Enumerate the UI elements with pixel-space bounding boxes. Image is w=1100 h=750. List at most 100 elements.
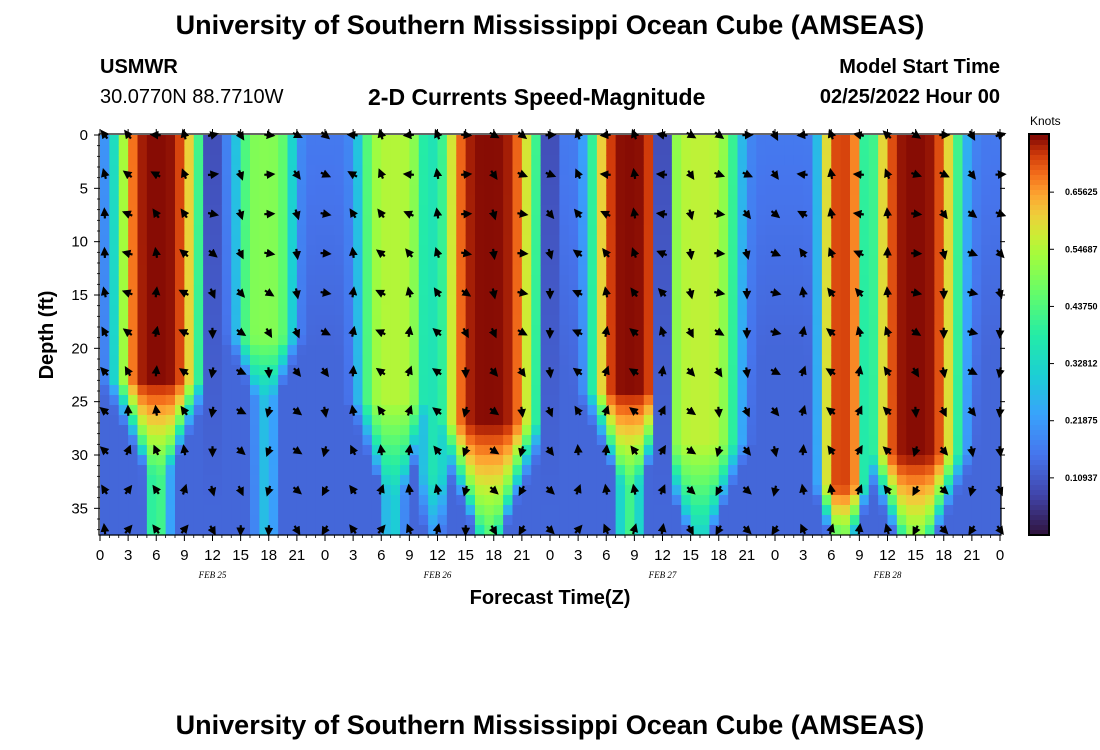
heatmap-cell bbox=[203, 265, 214, 276]
heatmap-cell bbox=[550, 315, 560, 326]
heatmap-cell bbox=[981, 495, 992, 506]
heatmap-cell bbox=[231, 315, 242, 326]
heatmap-cell bbox=[634, 475, 645, 486]
heatmap-cell bbox=[175, 265, 185, 276]
heatmap-cell bbox=[793, 425, 804, 436]
heatmap-cell bbox=[887, 425, 898, 436]
heatmap-cell bbox=[184, 165, 195, 176]
heatmap-cell bbox=[203, 155, 214, 166]
heatmap-cell bbox=[550, 515, 560, 526]
heatmap-cell bbox=[362, 425, 373, 436]
current-vectors bbox=[99, 128, 1007, 537]
heatmap-cell bbox=[362, 205, 373, 216]
heatmap-cell bbox=[400, 455, 410, 466]
heatmap-cell bbox=[250, 515, 260, 526]
heatmap-cell bbox=[962, 425, 973, 436]
heatmap-cell bbox=[821, 195, 832, 206]
heatmap-cell bbox=[465, 255, 476, 266]
heatmap-cell bbox=[456, 165, 467, 176]
heatmap-cell bbox=[587, 345, 598, 356]
heatmap-cell bbox=[896, 515, 907, 526]
heatmap-cell bbox=[306, 385, 317, 396]
heatmap-cell bbox=[971, 515, 982, 526]
heatmap-cell bbox=[775, 255, 785, 266]
current-arrow bbox=[264, 130, 276, 140]
current-arrow bbox=[911, 169, 922, 178]
heatmap-cell bbox=[915, 405, 926, 416]
current-arrow bbox=[292, 485, 302, 495]
current-arrow bbox=[264, 209, 276, 219]
heatmap-cell bbox=[231, 215, 242, 226]
heatmap-cell bbox=[193, 145, 204, 156]
heatmap-cell bbox=[709, 495, 720, 506]
heatmap-cell bbox=[475, 485, 485, 496]
heatmap-cell bbox=[540, 395, 551, 406]
heatmap-cell bbox=[943, 355, 954, 366]
x-tick-label: 21 bbox=[739, 547, 756, 564]
heatmap-cell bbox=[775, 525, 785, 536]
heatmap-cell bbox=[437, 315, 448, 326]
heatmap-cell bbox=[493, 365, 504, 376]
heatmap-cell bbox=[934, 155, 945, 166]
heatmap-cell bbox=[381, 385, 392, 396]
heatmap-cell bbox=[943, 435, 954, 446]
heatmap-cell bbox=[615, 365, 626, 376]
heatmap-cell bbox=[409, 145, 420, 156]
heatmap-cell bbox=[765, 465, 776, 476]
heatmap-cell bbox=[915, 485, 926, 496]
heatmap-cell bbox=[681, 405, 692, 416]
current-arrow bbox=[291, 327, 301, 339]
heatmap-cell bbox=[362, 295, 373, 306]
current-arrow bbox=[884, 168, 893, 180]
heatmap-cell bbox=[925, 215, 935, 226]
heatmap-cell bbox=[765, 355, 776, 366]
heatmap-cell bbox=[671, 175, 682, 186]
heatmap-cell bbox=[221, 435, 232, 446]
heatmap-cell bbox=[193, 405, 204, 416]
heatmap-cell bbox=[700, 505, 710, 516]
heatmap-cell bbox=[587, 465, 598, 476]
heatmap-cell bbox=[990, 495, 1001, 506]
heatmap-cell bbox=[671, 335, 682, 346]
heatmap-cell bbox=[400, 515, 410, 526]
heatmap-cell bbox=[971, 135, 982, 146]
heatmap-cell bbox=[512, 425, 523, 436]
heatmap-cell bbox=[137, 145, 148, 156]
heatmap-cell bbox=[700, 215, 710, 226]
heatmap-cell bbox=[531, 525, 542, 536]
current-arrow bbox=[995, 406, 1005, 418]
heatmap-cell bbox=[559, 335, 570, 346]
heatmap-cell bbox=[240, 515, 251, 526]
heatmap-cell bbox=[756, 515, 767, 526]
heatmap-cell bbox=[390, 385, 401, 396]
current-arrow bbox=[658, 325, 668, 337]
heatmap-cell bbox=[756, 295, 767, 306]
current-arrow bbox=[630, 207, 640, 219]
heatmap-cell bbox=[671, 385, 682, 396]
heatmap-cell bbox=[671, 295, 682, 306]
heatmap-cell bbox=[400, 245, 410, 256]
heatmap-cell bbox=[775, 515, 785, 526]
heatmap-cell bbox=[821, 245, 832, 256]
heatmap-cell bbox=[240, 355, 251, 366]
heatmap-cell bbox=[896, 175, 907, 186]
heatmap-cell bbox=[287, 275, 298, 286]
heatmap-cell bbox=[165, 285, 176, 296]
heatmap-cell bbox=[465, 375, 476, 386]
heatmap-cell bbox=[906, 155, 917, 166]
heatmap-cell bbox=[653, 135, 664, 146]
heatmap-cell bbox=[934, 215, 945, 226]
heatmap-cell bbox=[859, 325, 870, 336]
heatmap-cell bbox=[156, 315, 167, 326]
heatmap-cell bbox=[521, 185, 532, 196]
heatmap-cell bbox=[690, 385, 701, 396]
current-arrow bbox=[603, 523, 612, 535]
heatmap-cell bbox=[175, 195, 185, 206]
heatmap-cell bbox=[756, 505, 767, 516]
heatmap-cell bbox=[812, 275, 823, 286]
heatmap-cell bbox=[381, 475, 392, 486]
heatmap-cell bbox=[296, 325, 307, 336]
heatmap-cell bbox=[446, 215, 457, 226]
heatmap-cell bbox=[493, 315, 504, 326]
heatmap-cell bbox=[737, 525, 748, 536]
